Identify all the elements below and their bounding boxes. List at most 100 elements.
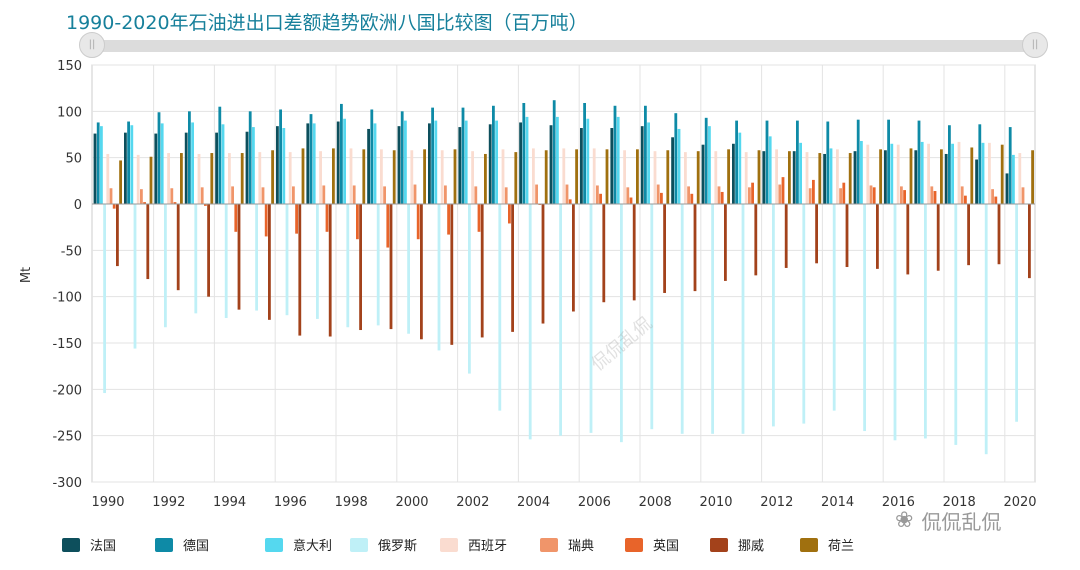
x-tick-label: 1992 bbox=[152, 495, 185, 510]
bar-荷兰-2003 bbox=[514, 152, 518, 204]
bar-挪威-2006 bbox=[602, 204, 606, 303]
bar-荷兰-1997 bbox=[332, 148, 335, 204]
legend-item[interactable]: 瑞典 bbox=[540, 535, 594, 554]
bar-瑞典-2014 bbox=[839, 188, 842, 204]
bar-荷兰-2012 bbox=[788, 151, 791, 204]
bar-瑞典-1990 bbox=[109, 188, 113, 204]
slider-handle-left[interactable]: || bbox=[79, 32, 105, 58]
bar-瑞典-2013 bbox=[808, 188, 812, 204]
bar-荷兰-2019 bbox=[1000, 144, 1004, 204]
legend-item[interactable]: 法国 bbox=[62, 535, 116, 554]
bar-西班牙-2013 bbox=[805, 152, 809, 204]
bar-俄罗斯-2017 bbox=[924, 204, 927, 439]
y-tick-label: -150 bbox=[52, 337, 82, 352]
x-tick-label: 2014 bbox=[821, 495, 854, 510]
bar-西班牙-2016 bbox=[896, 144, 900, 204]
bar-荷兰-2006 bbox=[605, 149, 609, 204]
bar-瑞典-2004 bbox=[535, 184, 538, 204]
bar-瑞典-1996 bbox=[292, 186, 295, 204]
bar-俄罗斯-1998 bbox=[346, 204, 350, 328]
bar-西班牙-2000 bbox=[410, 150, 414, 204]
bar-挪威-2018 bbox=[967, 204, 970, 266]
bar-西班牙-2004 bbox=[532, 148, 535, 204]
bar-俄罗斯-2019 bbox=[984, 204, 988, 455]
bar-荷兰-2016 bbox=[909, 148, 913, 204]
bar-西班牙-2005 bbox=[562, 148, 566, 204]
bar-法国-2011 bbox=[732, 143, 735, 204]
bar-瑞典-2016 bbox=[900, 186, 903, 204]
bar-挪威-2003 bbox=[511, 204, 514, 332]
bar-法国-1997 bbox=[306, 123, 310, 204]
legend-item[interactable]: 荷兰 bbox=[800, 535, 854, 554]
y-tick-label: -300 bbox=[52, 476, 82, 491]
bar-俄罗斯-2010 bbox=[711, 204, 714, 434]
bar-西班牙-1992 bbox=[167, 153, 170, 204]
bar-俄罗斯-2020 bbox=[1015, 204, 1018, 422]
bar-挪威-2017 bbox=[936, 204, 940, 271]
legend-swatch bbox=[800, 537, 818, 552]
legend-item[interactable]: 俄罗斯 bbox=[350, 535, 417, 554]
bar-德国-1993 bbox=[188, 111, 191, 204]
legend-item[interactable]: 英国 bbox=[625, 535, 679, 554]
bar-挪威-2014 bbox=[845, 204, 849, 268]
legend-swatch bbox=[710, 537, 728, 552]
bar-瑞典-1991 bbox=[140, 189, 143, 204]
bar-意大利-2012 bbox=[768, 136, 772, 204]
bar-西班牙-1993 bbox=[197, 153, 201, 204]
bar-俄罗斯-1992 bbox=[164, 204, 167, 328]
bar-英国-2008 bbox=[660, 192, 663, 204]
bar-西班牙-2019 bbox=[988, 142, 991, 204]
bar-英国-2012 bbox=[781, 177, 785, 204]
bar-法国-2010 bbox=[701, 144, 705, 204]
bar-挪威-2013 bbox=[815, 204, 818, 264]
range-slider[interactable]: || || bbox=[79, 32, 1048, 58]
bar-瑞典-1995 bbox=[261, 187, 265, 204]
legend-item[interactable]: 意大利 bbox=[265, 535, 332, 554]
bar-意大利-2017 bbox=[920, 141, 924, 204]
legend-label: 荷兰 bbox=[828, 539, 855, 554]
legend-item[interactable]: 德国 bbox=[155, 535, 209, 554]
bar-法国-1994 bbox=[215, 132, 218, 204]
bar-荷兰-1995 bbox=[271, 150, 274, 204]
bar-荷兰-2013 bbox=[818, 153, 822, 204]
bar-俄罗斯-2005 bbox=[559, 204, 562, 436]
bar-西班牙-2007 bbox=[623, 150, 626, 204]
bar-德国-2015 bbox=[856, 119, 860, 204]
bar-瑞典-1998 bbox=[352, 185, 356, 204]
bar-意大利-1996 bbox=[282, 128, 286, 204]
bar-荷兰-1999 bbox=[392, 150, 396, 204]
bar-意大利-2009 bbox=[677, 128, 681, 204]
bar-瑞典-1992 bbox=[170, 188, 174, 204]
y-tick-label: -250 bbox=[52, 430, 82, 445]
legend-item[interactable]: 西班牙 bbox=[440, 535, 507, 554]
bar-德国-2006 bbox=[583, 102, 586, 204]
bar-挪威-2004 bbox=[541, 204, 545, 324]
bar-瑞典-2010 bbox=[717, 186, 721, 204]
bar-俄罗斯-2000 bbox=[407, 204, 410, 334]
bar-法国-1996 bbox=[276, 126, 279, 204]
x-tick-label: 2010 bbox=[699, 495, 732, 510]
bar-法国-2008 bbox=[640, 126, 644, 204]
legend-swatch bbox=[155, 537, 173, 552]
bar-挪威-2019 bbox=[997, 204, 1001, 265]
y-tick-label: 0 bbox=[74, 198, 82, 213]
legend-label: 挪威 bbox=[738, 539, 765, 554]
y-axis-label: Mt bbox=[19, 267, 34, 283]
bar-荷兰-2004 bbox=[544, 150, 548, 204]
legend-swatch bbox=[540, 537, 558, 552]
bar-德国-2011 bbox=[735, 120, 738, 204]
slider-handle-right[interactable]: || bbox=[1022, 32, 1048, 58]
bar-瑞典-2017 bbox=[930, 186, 934, 204]
bar-荷兰-1994 bbox=[240, 153, 244, 204]
bar-英国-2015 bbox=[872, 187, 876, 204]
bar-意大利-2010 bbox=[708, 126, 711, 204]
legend-item[interactable]: 挪威 bbox=[710, 535, 764, 554]
bar-瑞典-2011 bbox=[748, 187, 751, 204]
bar-荷兰-2010 bbox=[727, 149, 730, 204]
bar-法国-1993 bbox=[184, 132, 188, 204]
bar-英国-2017 bbox=[933, 191, 937, 204]
bar-英国-2009 bbox=[690, 193, 694, 204]
bar-德国-2005 bbox=[552, 100, 556, 204]
bar-荷兰-2008 bbox=[666, 150, 670, 204]
bar-西班牙-1997 bbox=[319, 151, 322, 204]
